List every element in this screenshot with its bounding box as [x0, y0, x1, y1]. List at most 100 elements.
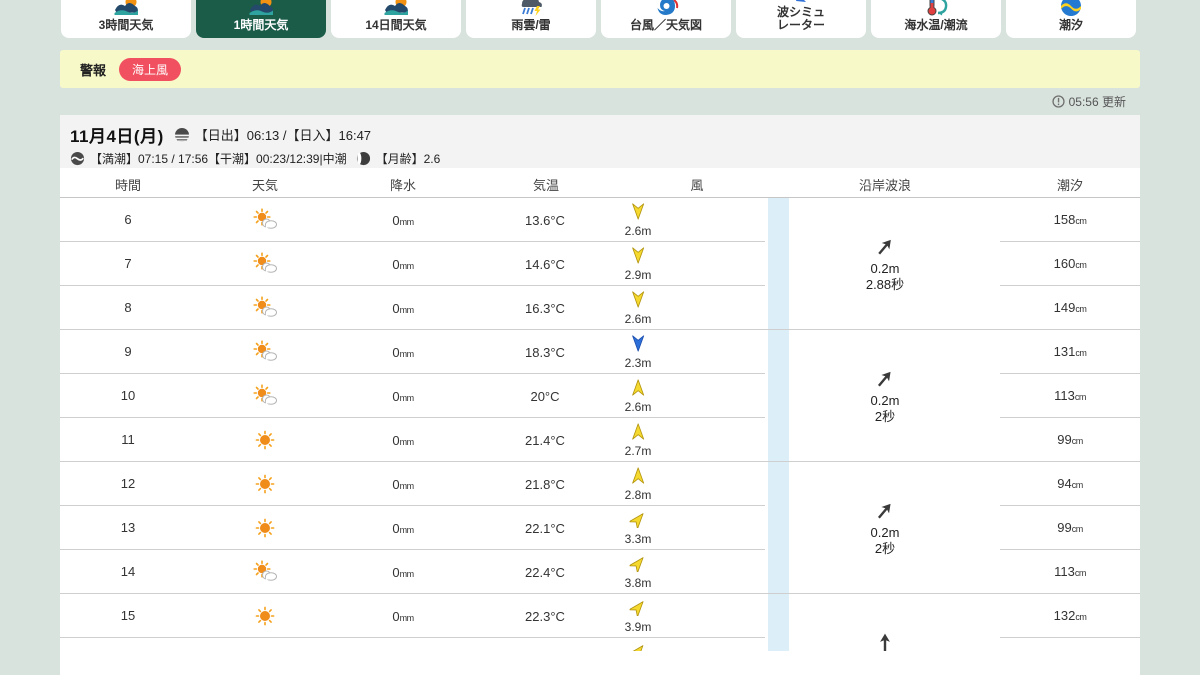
wind-speed: 3.9m	[624, 620, 652, 634]
hour-cell: 11	[121, 432, 135, 447]
tab-8[interactable]: 潮汐	[1006, 0, 1136, 38]
precip-cell: 0mm	[392, 609, 414, 624]
wind-cell: 2.6m	[624, 291, 652, 326]
sun-icon	[255, 430, 275, 450]
tab-7[interactable]: 海水温/潮流	[871, 0, 1001, 38]
weather-cell	[252, 428, 278, 455]
tide-row-divider	[1000, 373, 1140, 374]
sun-icon	[255, 518, 275, 538]
tab-label: 台風／天気図	[629, 18, 702, 33]
tide-wave-icon	[70, 151, 85, 166]
temp-cell: 21.8°C	[525, 477, 565, 492]
column-header: 時間	[114, 178, 142, 193]
hour-cell: 14	[120, 564, 136, 579]
forecast-panel: 11月4日(月) 【日出】06:13 /【日入】16:47 【満潮】07:15 …	[60, 115, 1140, 675]
sunrise-sunset-text: 【日出】06:13 /【日入】16:47	[194, 128, 372, 143]
tab-3[interactable]: 14日間天気	[331, 0, 461, 38]
hour-cell: 13	[120, 520, 136, 535]
wind-cell: 2.8m	[625, 467, 651, 502]
wind-speed: 2.7m	[624, 444, 652, 458]
tab-4[interactable]: 雨雲/雷	[466, 0, 596, 38]
tide-info-text: 【満潮】07:15 / 17:56【干潮】00:23/12:39|中潮	[90, 152, 347, 166]
precip-cell: 0mm	[392, 433, 414, 448]
table-header: 時間 天気 降水 気温 風 沿岸波浪 潮汐	[60, 168, 1140, 198]
tide-cell: 99cm	[1057, 432, 1083, 447]
date-header: 11月4日(月) 【日出】06:13 /【日入】16:47 【満潮】07:15 …	[60, 115, 1140, 168]
weather-logo-icon	[246, 0, 276, 17]
weather-cell	[251, 252, 279, 279]
sun-cloud-icon	[253, 384, 277, 405]
tide-row-divider	[1000, 505, 1140, 506]
wind-speed: 2.6m	[624, 224, 652, 238]
wind-direction-arrow-icon	[628, 557, 644, 574]
row-divider	[60, 461, 765, 462]
warning-bar: 警報 海上風	[60, 50, 1140, 88]
wind-direction-arrow-icon	[632, 203, 644, 220]
wind-cell: 2.3m	[625, 335, 651, 370]
tab-label: 雨雲/雷	[511, 18, 551, 33]
column-header: 天気	[251, 178, 279, 193]
tide-cell: 158cm	[1053, 212, 1087, 227]
wind-direction-arrow-icon	[632, 247, 644, 264]
sun-cloud-icon	[253, 208, 277, 229]
row-divider	[60, 417, 765, 418]
tide-row-divider	[1000, 549, 1140, 550]
precip-cell: 0mm	[392, 345, 414, 360]
wind-direction-arrow-icon	[632, 335, 644, 352]
wave-cell: 0.2m 2秒	[871, 368, 899, 424]
wave-direction-arrow-icon	[880, 633, 890, 651]
wave-direction-arrow-icon	[878, 371, 892, 387]
wind-direction-arrow-icon	[632, 423, 644, 440]
sun-icon	[255, 606, 275, 626]
wind-direction-arrow-icon	[632, 467, 644, 484]
wind-speed: 3.8m	[624, 576, 652, 590]
wind-cell: 2.6m	[624, 203, 652, 238]
moon-icon	[356, 151, 370, 166]
tide-row-divider	[1000, 461, 1140, 462]
precip-cell: 0mm	[392, 257, 414, 272]
table-body: 6 0mm 13.6°C 2.6m 158cm 7 0mm 14.6°C 2.9m 160cm 8 0…	[60, 198, 1140, 651]
tide-cell: 131cm	[1053, 344, 1087, 359]
tab-label: 1時間天気	[233, 18, 289, 33]
weather-cell	[252, 472, 278, 499]
column-header: 沿岸波浪	[858, 178, 912, 193]
precip-cell: 0mm	[392, 477, 414, 492]
weather-logo-icon	[111, 0, 141, 17]
tab-5[interactable]: 台風／天気図	[601, 0, 731, 38]
temp-cell: 22.1°C	[525, 521, 565, 536]
weather-cell	[251, 384, 279, 411]
temp-cell: 16.3°C	[525, 301, 565, 316]
wind-cell: 3.9m	[624, 599, 652, 634]
hour-cell: 7	[124, 256, 132, 271]
temp-cell: 22.4°C	[525, 565, 565, 580]
wave-height: 0.2m	[870, 525, 900, 541]
wind-speed: 2.6m	[624, 312, 652, 326]
column-header: 降水	[389, 178, 417, 193]
moon-age-text: 【月齢】2.6	[375, 152, 441, 166]
hour-cell: 8	[124, 300, 132, 315]
tide-row-divider	[1000, 241, 1140, 242]
tab-2[interactable]: 1時間天気	[196, 0, 326, 38]
warning-label: 警報	[80, 62, 107, 78]
wave-cell-divider	[765, 593, 1000, 594]
sun-cloud-icon	[253, 252, 277, 273]
wind-cell: 3.8m	[624, 555, 652, 590]
temp-cell: 14.6°C	[525, 257, 565, 272]
wind-direction-arrow-icon	[632, 379, 644, 396]
tab-label: 3時間天気	[98, 18, 154, 33]
tide-row-divider	[1000, 417, 1140, 418]
wind-speed: 2.6m	[624, 400, 652, 414]
wave-column-strip	[768, 198, 789, 651]
row-divider	[60, 285, 765, 286]
precip-cell: 0mm	[392, 389, 414, 404]
tab-1[interactable]: 3時間天気	[61, 0, 191, 38]
hour-cell: 9	[124, 344, 132, 359]
precip-cell: 0mm	[392, 213, 414, 228]
hour-cell: 6	[124, 212, 132, 227]
forecast-tab-bar: 3時間天気 1時間天気 14日間天気 雨雲/雷 台風／天気図 波シミュ レーター 海水温/潮…	[61, 0, 1141, 38]
sea-wind-warning-badge[interactable]: 海上風	[119, 57, 182, 81]
tab-6[interactable]: 波シミュ レーター	[736, 0, 866, 38]
hour-cell: 10	[120, 388, 136, 403]
wind-cell: 3.3m	[625, 511, 651, 546]
wind-direction-arrow-icon	[632, 291, 644, 308]
